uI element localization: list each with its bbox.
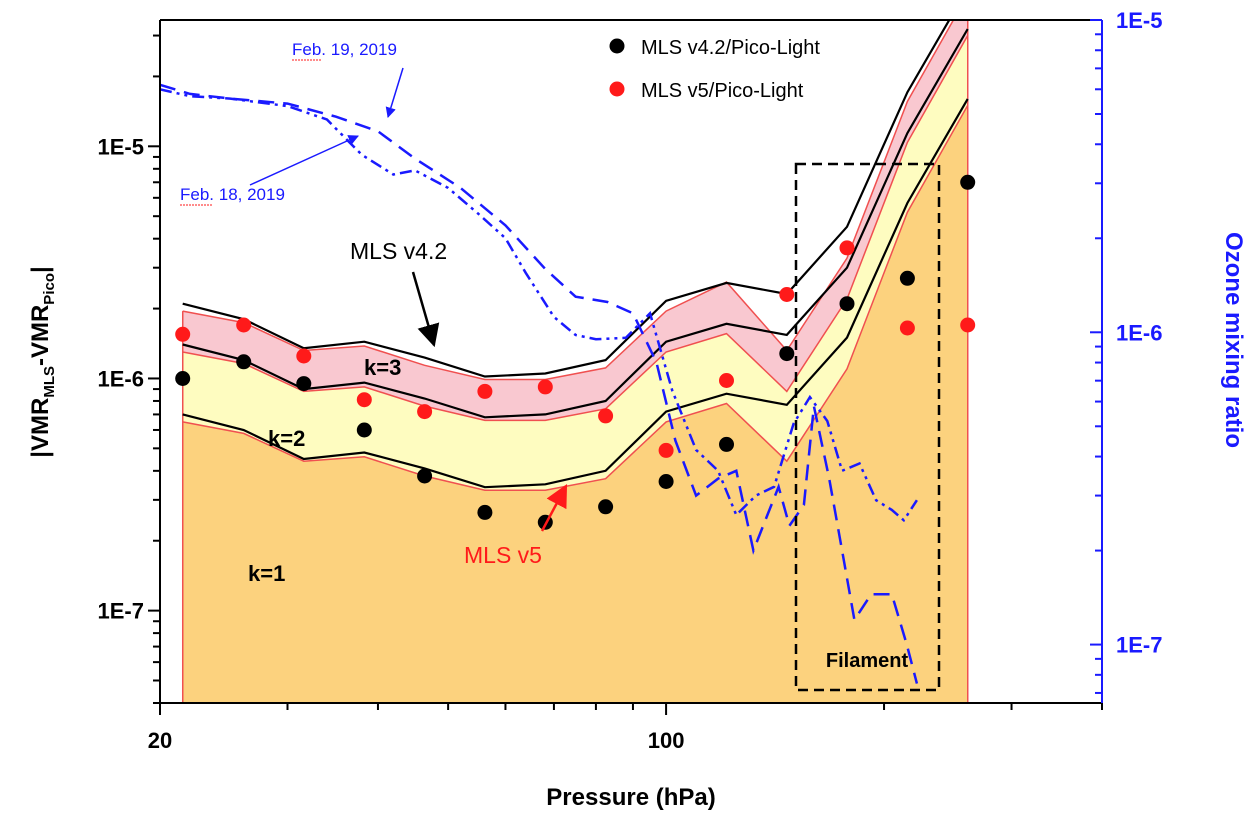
- y-left-tick-label: 1E-6: [98, 366, 144, 391]
- legend: MLS v4.2/Pico-Light MLS v5/Pico-Light: [609, 37, 820, 102]
- feb19-label: Feb. 19, 2019: [292, 40, 397, 59]
- point-v42-9: [719, 436, 734, 452]
- point-v42-7: [598, 499, 614, 515]
- y-left-tick-label: 1E-5: [98, 134, 144, 159]
- filament-label: Filament: [826, 650, 909, 672]
- y-right-tick-label: 1E-5: [1116, 8, 1162, 33]
- point-v42-13: [960, 174, 976, 190]
- band-edge-v5-k1: [182, 105, 969, 491]
- x-tick-label-100: 100: [648, 728, 685, 753]
- mls-v42-arrow: [411, 271, 440, 348]
- mls-v42-line-k2: [182, 28, 969, 419]
- point-v42-10: [779, 346, 795, 362]
- x-ticks: 20 100: [148, 703, 1103, 753]
- scatter-points: [175, 174, 976, 530]
- point-v42-0: [175, 371, 191, 386]
- y-left-ticks: 1E-5 1E-6 1E-7: [98, 34, 160, 704]
- feb19-arrow: [385, 67, 404, 119]
- band-edge-v5-k3: [182, 20, 955, 381]
- filament-box: [794, 162, 941, 692]
- legend-label-v42: MLS v4.2/Pico-Light: [641, 37, 820, 59]
- point-v42-2: [296, 376, 312, 392]
- feb18-label: Feb. 18, 2019: [180, 185, 285, 204]
- point-v5-10: [779, 287, 795, 302]
- k2-label: k=2: [268, 426, 305, 451]
- legend-marker-v42: [609, 38, 625, 54]
- feb18-arrow: [249, 135, 359, 186]
- ozone-profiles: [160, 83, 919, 684]
- point-v5-2: [296, 348, 312, 364]
- point-v42-4: [417, 468, 433, 484]
- point-v42-3: [356, 422, 372, 438]
- band-k1: [182, 105, 968, 703]
- band-edge-v5-k2: [182, 35, 969, 422]
- point-v42-1: [236, 354, 252, 370]
- point-v5-7: [598, 408, 614, 424]
- mls-v5-arrow: [540, 484, 568, 532]
- point-v5-0: [175, 326, 191, 342]
- mls-v42-line-k3: [182, 20, 951, 378]
- point-v42-12: [899, 270, 915, 286]
- y-right-axis-title: Ozone mixing ratio: [1220, 232, 1247, 448]
- point-v42-11: [839, 296, 855, 312]
- point-v5-6: [537, 379, 553, 395]
- point-v5-4: [417, 404, 433, 420]
- uncertainty-bands: [181, 20, 969, 703]
- ozone-line-feb19: [160, 83, 919, 684]
- k1-label: k=1: [248, 561, 285, 586]
- x-tick-label-20: 20: [148, 728, 172, 753]
- point-v5-5: [477, 383, 493, 399]
- mls-v42-label: MLS v4.2: [350, 238, 447, 264]
- point-v5-3: [356, 392, 372, 408]
- mls-v5-label: MLS v5: [464, 542, 542, 568]
- y-left-axis-title: |VMRMLS-VMRPico|: [27, 266, 58, 457]
- y-right-tick-label: 1E-7: [1116, 633, 1162, 658]
- point-v5-11: [839, 240, 855, 256]
- point-v5-1: [236, 317, 252, 333]
- y-right-ticks: 1E-5 1E-6 1E-7: [1090, 8, 1162, 694]
- point-v5-13: [960, 317, 976, 333]
- point-v5-9: [719, 373, 734, 388]
- k3-label: k=3: [364, 355, 401, 380]
- mls-v42-line-k1: [182, 98, 969, 489]
- point-v42-8: [658, 474, 674, 489]
- y-right-tick-label: 1E-6: [1116, 320, 1162, 345]
- point-v42-5: [477, 504, 493, 520]
- point-v5-12: [899, 320, 915, 336]
- point-v5-8: [658, 442, 674, 458]
- mls-v42-boundary-lines: [182, 20, 969, 489]
- x-axis-title: Pressure (hPa): [546, 784, 715, 811]
- legend-label-v5: MLS v5/Pico-Light: [641, 80, 804, 102]
- y-left-tick-label: 1E-7: [98, 599, 144, 624]
- legend-marker-v5: [609, 81, 625, 97]
